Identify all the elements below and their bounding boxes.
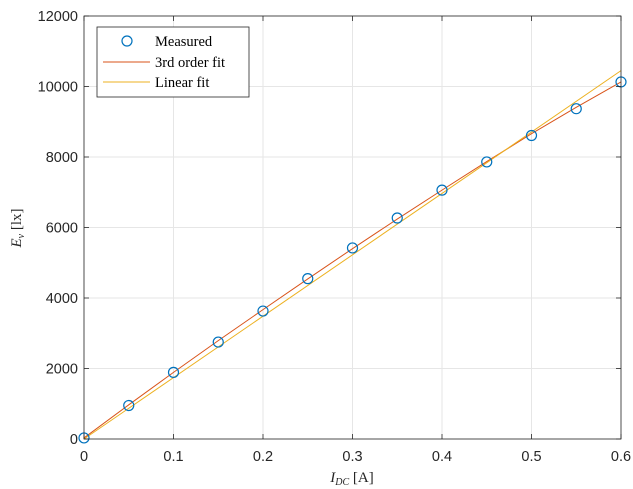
y-tick-label: 8000 — [46, 150, 78, 166]
data-point-measured — [525, 129, 538, 142]
x-axis-label-main: I — [329, 470, 336, 486]
x-axis-label-unit: [A] — [349, 470, 374, 486]
x-tick-label: 0.4 — [432, 449, 452, 465]
y-axis-label-main: E — [9, 238, 25, 248]
legend-label-3rd-order-fit: 3rd order fit — [155, 55, 225, 71]
y-tick-label: 0 — [70, 432, 78, 448]
y-tick-label: 2000 — [46, 362, 78, 378]
x-axis-label: IDC [A] — [329, 470, 373, 488]
y-tick-label: 10000 — [38, 80, 78, 96]
data-point-measured — [570, 103, 582, 115]
legend-label-linear-fit: Linear fit — [155, 75, 209, 91]
y-tick-label: 12000 — [38, 9, 78, 25]
x-tick-label: 0.5 — [521, 449, 541, 465]
x-tick-label: 0.2 — [253, 449, 273, 465]
x-tick-label: 0.3 — [342, 449, 362, 465]
data-point-measured — [302, 273, 314, 285]
legend-label-measured: Measured — [155, 34, 213, 50]
x-tick-label: 0 — [80, 449, 88, 465]
y-tick-label: 6000 — [46, 221, 78, 237]
data-point-measured — [481, 156, 493, 168]
y-tick-label: 4000 — [46, 291, 78, 307]
legend: Measured 3rd order fit Linear fit — [96, 26, 250, 98]
data-point-measured — [436, 184, 448, 196]
x-tick-label: 0.6 — [611, 449, 631, 465]
tick-labels: 0 0.1 0.2 0.3 0.4 0.5 0.6 0 2000 4000 6000 8000 1000… — [38, 9, 631, 465]
y-axis-label: Ev [lx] — [9, 208, 27, 248]
data-point-measured — [167, 366, 180, 378]
legend-marker-measured — [121, 35, 133, 47]
x-tick-label: 0.1 — [163, 449, 183, 465]
y-axis-label-unit: [lx] — [9, 208, 25, 233]
x-axis-label-sub: DC — [334, 477, 349, 488]
data-point-measured — [212, 336, 224, 348]
series-line-3rd-order-fit — [83, 81, 622, 439]
y-axis-label-sub: v — [16, 233, 27, 238]
series-markers — [78, 76, 627, 444]
data-point-measured — [123, 399, 135, 412]
ticks — [83, 15, 622, 440]
data-point-measured — [391, 212, 403, 224]
data-point-measured — [257, 305, 269, 317]
data-point-measured — [346, 242, 359, 254]
